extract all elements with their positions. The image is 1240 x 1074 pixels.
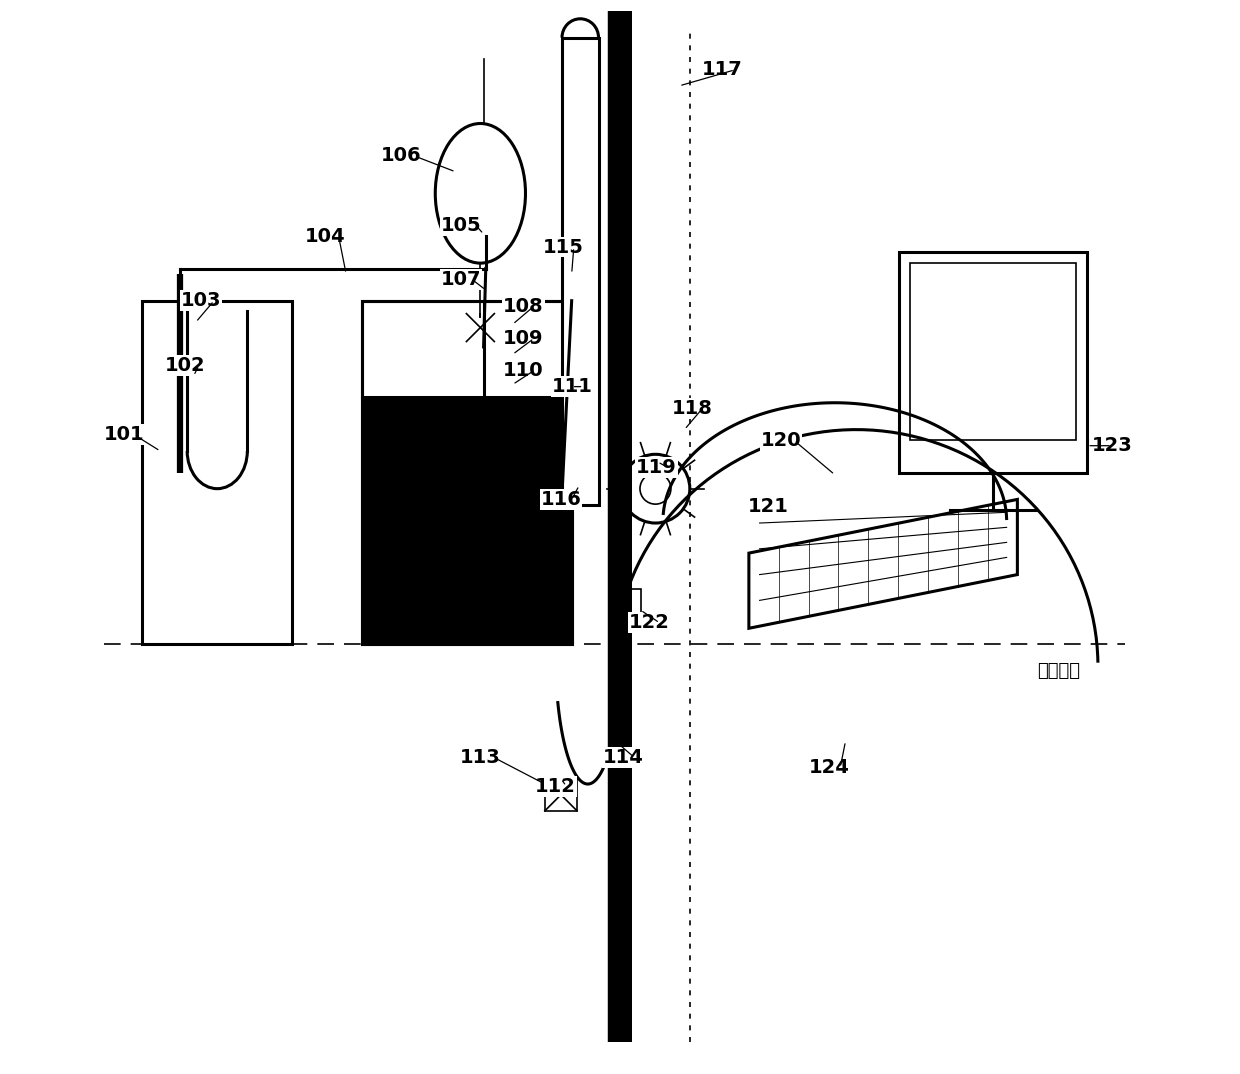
Bar xyxy=(362,301,572,644)
Text: 119: 119 xyxy=(636,458,677,477)
Text: 122: 122 xyxy=(629,613,670,633)
Text: 106: 106 xyxy=(381,146,422,165)
Bar xyxy=(899,252,1087,473)
Text: 114: 114 xyxy=(603,748,644,767)
Bar xyxy=(544,779,577,811)
Text: 107: 107 xyxy=(440,270,481,289)
Text: 123: 123 xyxy=(1091,436,1132,455)
Text: 101: 101 xyxy=(103,425,144,445)
Text: 105: 105 xyxy=(440,216,481,235)
Bar xyxy=(362,397,572,644)
Bar xyxy=(605,11,632,1042)
Bar xyxy=(466,314,495,342)
Text: 117: 117 xyxy=(702,60,743,79)
Text: 110: 110 xyxy=(503,361,543,380)
Text: 111: 111 xyxy=(552,377,593,396)
Bar xyxy=(469,416,498,446)
Bar xyxy=(910,263,1076,440)
Bar xyxy=(463,347,505,401)
Circle shape xyxy=(605,707,631,732)
Bar xyxy=(143,301,293,644)
Text: 118: 118 xyxy=(672,398,713,418)
Bar xyxy=(469,480,498,510)
Text: 109: 109 xyxy=(503,329,543,348)
Text: 104: 104 xyxy=(304,227,345,246)
Bar xyxy=(562,38,599,505)
Text: 124: 124 xyxy=(808,758,849,778)
Bar xyxy=(469,448,498,478)
Text: 120: 120 xyxy=(761,431,801,450)
Text: 102: 102 xyxy=(165,355,206,375)
Text: 113: 113 xyxy=(460,748,501,767)
Bar xyxy=(362,301,572,397)
Text: 116: 116 xyxy=(541,490,582,509)
Text: 103: 103 xyxy=(181,291,222,310)
Bar xyxy=(616,589,641,614)
Circle shape xyxy=(605,476,631,502)
Text: 115: 115 xyxy=(543,237,584,257)
Text: 实验台面: 实验台面 xyxy=(1037,663,1080,680)
Text: 121: 121 xyxy=(748,497,789,517)
Text: 108: 108 xyxy=(503,296,543,316)
Text: 112: 112 xyxy=(536,777,577,796)
